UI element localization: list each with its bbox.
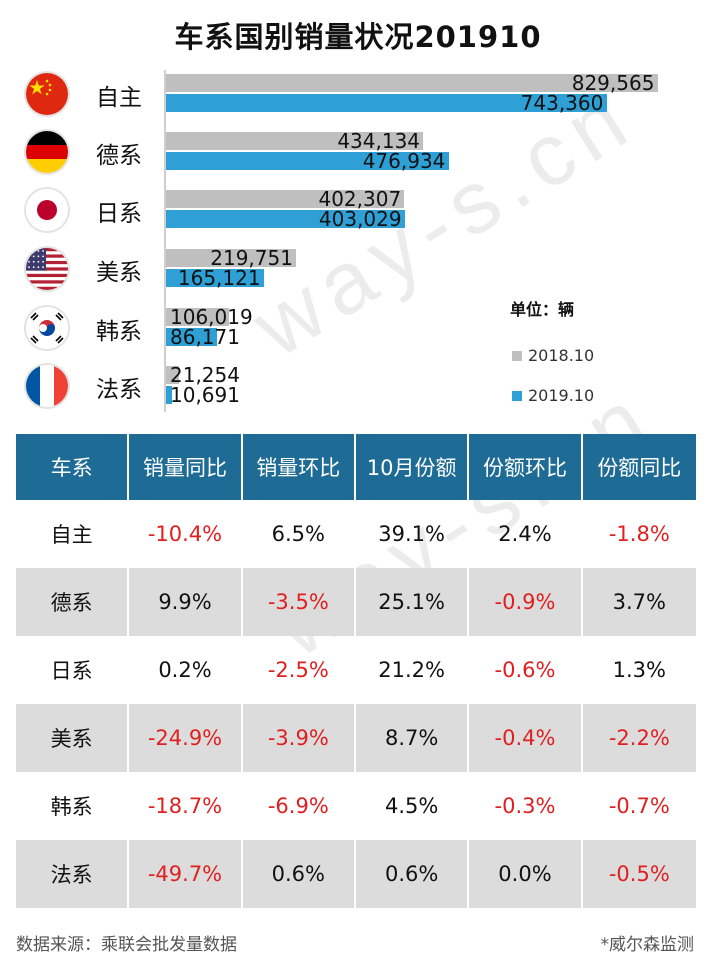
bar-2019-10 [166, 328, 218, 346]
col-series-cell: 法系 [16, 840, 130, 908]
col-header-sales-mom: 销量环比 [242, 434, 356, 500]
table-row: 德系 9.9% -3.5% 25.1% -0.9% 3.7% [16, 568, 696, 636]
bar-2018-10 [166, 190, 405, 208]
value-label: 10,691 [170, 383, 240, 407]
bar-2019-10 [166, 386, 173, 404]
col-share-yoy-cell: -0.7% [608, 794, 670, 818]
col-oct-share-cell: 39.1% [356, 500, 470, 568]
value-label: 403,029 [318, 207, 402, 231]
col-sales-mom-cell: 6.5% [243, 500, 356, 568]
legend-unit: 单位：辆 [510, 300, 575, 319]
category-label: 美系 [96, 260, 142, 286]
korea-flag-icon [26, 307, 68, 349]
col-series-cell: 德系 [16, 568, 130, 636]
col-share-mom-cell: -0.3% [469, 772, 583, 840]
bar-2019-10 [166, 269, 264, 287]
credit-note: *威尔森监测 [600, 935, 695, 955]
table-row: 韩系 -18.7% -6.9% 4.5% -0.3% -0.7% [16, 772, 696, 840]
category-label: 日系 [96, 201, 142, 227]
table-row: 法系 -49.7% 0.6% 0.6% 0.0% -0.5% [16, 840, 696, 908]
col-share-yoy-cell: 3.7% [582, 568, 696, 636]
legend-swatch-2019 [512, 390, 522, 401]
value-label: 165,121 [177, 266, 261, 290]
col-sales-yoy-cell: -10.4% [129, 500, 243, 568]
legend-label-2019: 2019.10 [528, 386, 595, 405]
chart-title: 车系国别销量状况201910 [174, 20, 542, 54]
col-sales-yoy-cell: 0.2% [129, 636, 243, 704]
legend-item-2019: 2019.10 [512, 386, 594, 405]
col-sales-yoy-cell: -24.9% [129, 704, 243, 772]
table-header-row: 车系 销量同比 销量环比 10月份额 份额环比 份额同比 [16, 434, 696, 500]
col-header-sales-yoy: 销量同比 [129, 434, 243, 500]
value-label: 106,019 [170, 305, 253, 329]
category-label: 自主 [96, 85, 142, 111]
value-label: 86,171 [170, 325, 240, 349]
col-oct-share-cell: 4.5% [356, 772, 470, 840]
legend-item-2018: 2018.10 [512, 346, 594, 365]
col-share-yoy-cell: 1.3% [612, 658, 666, 682]
usa-flag-icon [26, 248, 68, 290]
japan-flag-icon [26, 189, 68, 231]
col-share-mom-cell: 2.4% [469, 500, 583, 568]
col-oct-share-cell: 25.1% [355, 568, 470, 636]
category-label: 法系 [96, 377, 142, 403]
col-sales-mom-cell: 0.6% [242, 840, 356, 908]
col-sales-mom-cell: -2.5% [243, 636, 356, 704]
value-label: 219,751 [210, 246, 293, 270]
legend-swatch-2018 [512, 350, 522, 361]
table-row: 美系 -24.9% -3.9% 8.7% -0.4% -2.2% [16, 704, 696, 772]
col-share-yoy-cell: -2.2% [582, 704, 696, 772]
value-label: 434,134 [337, 129, 421, 153]
col-share-mom-cell: -0.6% [469, 636, 583, 704]
col-share-yoy-cell: -1.8% [608, 522, 670, 546]
table-row: 日系 0.2% -2.5% 21.2% -0.6% 1.3% [16, 636, 696, 704]
legend-label-2018: 2018.10 [528, 346, 595, 365]
col-oct-share-cell: 21.2% [356, 636, 470, 704]
col-header-series: 车系 [16, 434, 130, 500]
bar-2018-10 [166, 132, 424, 150]
col-sales-mom-cell: -3.9% [242, 704, 356, 772]
col-header-oct-share: 10月份额 [355, 434, 470, 500]
bar-2018-10 [166, 366, 179, 384]
bar-2018-10 [166, 74, 658, 92]
data-source-note: 数据来源：乘联会批发量数据 [16, 935, 237, 955]
value-label: 476,934 [362, 149, 446, 173]
col-share-yoy-cell: -0.5% [582, 840, 696, 908]
col-share-mom-cell: -0.9% [469, 568, 583, 636]
col-share-mom-cell: 0.0% [469, 840, 583, 908]
france-flag-icon [26, 365, 68, 407]
germany-flag-icon [26, 131, 68, 173]
category-axis-line [164, 70, 166, 412]
col-header-share-yoy: 份额同比 [582, 434, 696, 500]
comparison-table: 车系 销量同比 销量环比 10月份额 份额环比 份额同比 自主 -10.4% 6.5… [16, 434, 696, 908]
value-label: 829,565 [571, 71, 655, 95]
col-series-cell: 自主 [16, 500, 130, 568]
category-label: 韩系 [96, 319, 142, 345]
col-sales-mom-cell: -6.9% [243, 772, 356, 840]
bar-2018-10 [166, 308, 229, 326]
col-share-mom-cell: -0.4% [469, 704, 583, 772]
value-label: 743,360 [520, 91, 604, 115]
col-sales-yoy-cell: -49.7% [129, 840, 243, 908]
bar-2019-10 [166, 210, 405, 228]
value-label: 21,254 [170, 363, 240, 387]
bar-2019-10 [166, 152, 449, 170]
category-label: 德系 [96, 143, 142, 169]
table-row: 自主 -10.4% 6.5% 39.1% 2.4% -1.8% [16, 500, 696, 568]
col-header-share-mom: 份额环比 [469, 434, 583, 500]
col-sales-yoy-cell: 9.9% [129, 568, 243, 636]
col-oct-share-cell: 8.7% [355, 704, 470, 772]
value-label: 402,307 [318, 187, 402, 211]
col-oct-share-cell: 0.6% [355, 840, 470, 908]
col-sales-mom-cell: -3.5% [242, 568, 356, 636]
col-series-cell: 日系 [16, 636, 130, 704]
col-sales-yoy-cell: -18.7% [129, 772, 243, 840]
bar-2018-10 [166, 249, 297, 267]
bar-2019-10 [166, 94, 607, 112]
col-series-cell: 韩系 [16, 772, 130, 840]
col-series-cell: 美系 [16, 704, 130, 772]
china-flag-icon [26, 73, 68, 115]
